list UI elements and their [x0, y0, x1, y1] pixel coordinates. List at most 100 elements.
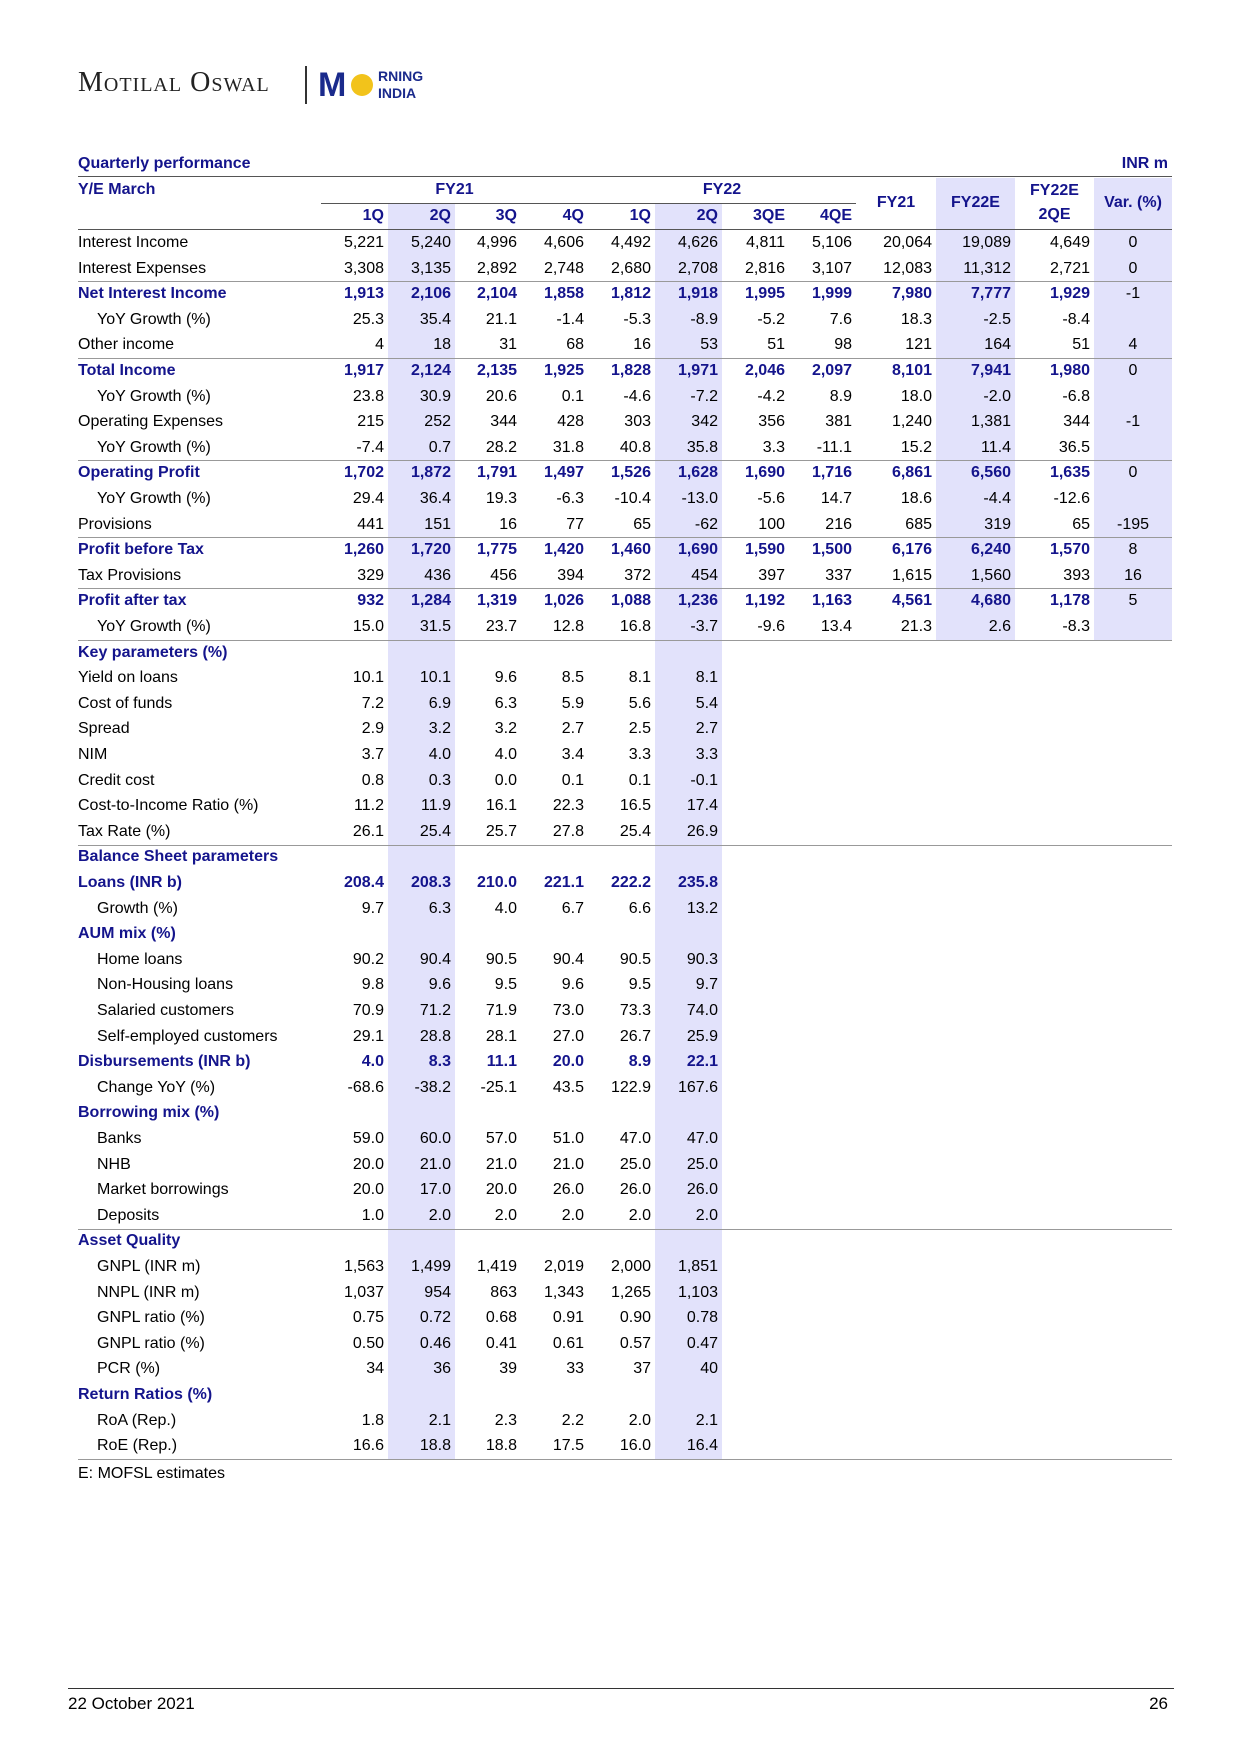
cell: 7.2 [361, 694, 384, 712]
cell: 210.0 [476, 874, 517, 891]
cell: 8.1 [628, 669, 651, 687]
logo-sun [351, 74, 373, 96]
cell: 394 [557, 566, 584, 584]
cell: 9.6 [428, 976, 451, 994]
table-title: Quarterly performance [78, 155, 251, 172]
footer-date: 22 October 2021 [68, 1694, 195, 1713]
row-label: Tax Rate (%) [78, 822, 171, 840]
cell: 1,828 [610, 362, 651, 379]
footer-rule [68, 1688, 1174, 1689]
cell: -8.9 [690, 310, 718, 328]
cell: -1 [1125, 285, 1141, 303]
cell: 3.3 [695, 746, 718, 763]
cell: 4,492 [610, 234, 651, 251]
row-label: AUM mix (%) [78, 925, 176, 943]
column-header: FY21 [876, 194, 916, 211]
cell: 2,135 [476, 362, 517, 379]
cell: 7.6 [829, 310, 852, 328]
cell: 25.9 [686, 1027, 718, 1045]
cell: 26.7 [619, 1027, 651, 1045]
cell: 19.3 [485, 490, 517, 507]
cell: 4,996 [476, 234, 517, 251]
cell: 0.75 [352, 1309, 384, 1327]
cell: 0 [1128, 362, 1138, 379]
row-label: Salaried customers [97, 1002, 234, 1019]
cell: 8,101 [891, 362, 932, 379]
column-header: 4QE [819, 207, 852, 224]
cell: 4.0 [428, 746, 451, 763]
cell: 25.0 [619, 1155, 651, 1173]
cell: 8.3 [428, 1053, 451, 1071]
cell: 3,308 [343, 259, 384, 277]
cell: 1,284 [410, 592, 451, 610]
cell: 1,088 [610, 592, 651, 610]
cell: 16 [1124, 566, 1142, 584]
cell: 26.9 [686, 822, 718, 840]
cell: 10.1 [419, 669, 451, 687]
cell: 1,913 [343, 285, 384, 303]
cell: 17.0 [419, 1181, 451, 1199]
cell: 1,615 [891, 566, 932, 584]
cell: 397 [758, 566, 785, 584]
column-shade [388, 204, 455, 1460]
cell: -1.4 [556, 310, 584, 328]
cell: 2.7 [695, 720, 718, 738]
logo-m: M [318, 66, 347, 104]
rule [78, 537, 1172, 539]
cell: 381 [825, 413, 852, 431]
cell: 27.0 [552, 1027, 584, 1045]
cell: 0.3 [428, 771, 451, 789]
cell: 1,265 [610, 1283, 651, 1301]
cell: 2.0 [494, 1206, 517, 1224]
cell: 9.6 [494, 669, 517, 687]
cell: 31 [499, 336, 517, 354]
cell: -25.1 [480, 1078, 517, 1096]
cell: 1,526 [610, 464, 651, 482]
cell: 20.0 [352, 1155, 384, 1173]
logo-top: RNING [378, 68, 424, 84]
cell: 20.0 [552, 1053, 584, 1071]
cell: 9.7 [695, 976, 718, 994]
cell: 16.5 [619, 797, 651, 815]
cell: 0.68 [485, 1309, 517, 1327]
cell: 4.0 [494, 899, 517, 917]
cell: 20.0 [352, 1181, 384, 1199]
cell: 1,570 [1049, 541, 1090, 559]
cell: 71.2 [419, 1002, 451, 1019]
cell: 0.1 [561, 387, 584, 405]
cell: 90.5 [485, 950, 517, 968]
cell: 90.4 [552, 950, 584, 968]
cell: 1,343 [543, 1283, 584, 1301]
cell: 4,811 [746, 234, 785, 251]
cell: 51 [1072, 336, 1090, 354]
cell: 2,816 [744, 259, 785, 277]
row-label: Cost of funds [78, 694, 173, 712]
cell: 2.2 [561, 1411, 584, 1429]
cell: 51 [767, 336, 785, 354]
row-label: Key parameters (%) [78, 643, 228, 661]
cell: 2,721 [1049, 259, 1090, 277]
cell: 26.0 [552, 1181, 584, 1199]
cell: 20.0 [485, 1181, 517, 1199]
cell: 1,690 [744, 464, 785, 482]
column-header: 1Q [362, 207, 384, 224]
cell: 0.78 [686, 1309, 718, 1327]
row-label: Market borrowings [97, 1181, 229, 1199]
cell: 1.8 [361, 1411, 384, 1429]
cell: 2,708 [677, 259, 718, 277]
cell: 329 [357, 566, 384, 584]
cell: -62 [694, 515, 718, 533]
cell: 3.4 [561, 746, 584, 763]
cell: 1,103 [677, 1283, 718, 1301]
cell: 9.5 [628, 976, 651, 994]
row-label: Yield on loans [78, 669, 178, 687]
row-label: RoE (Rep.) [97, 1437, 178, 1455]
cell: 344 [490, 413, 517, 431]
cell: 18.8 [485, 1437, 517, 1455]
cell: 1,037 [343, 1283, 384, 1301]
row-label: Operating Profit [78, 464, 200, 482]
cell: 43.5 [552, 1078, 584, 1096]
cell: 1,628 [677, 464, 718, 482]
cell: 1,980 [1049, 362, 1090, 379]
cell: 1,563 [343, 1258, 384, 1275]
